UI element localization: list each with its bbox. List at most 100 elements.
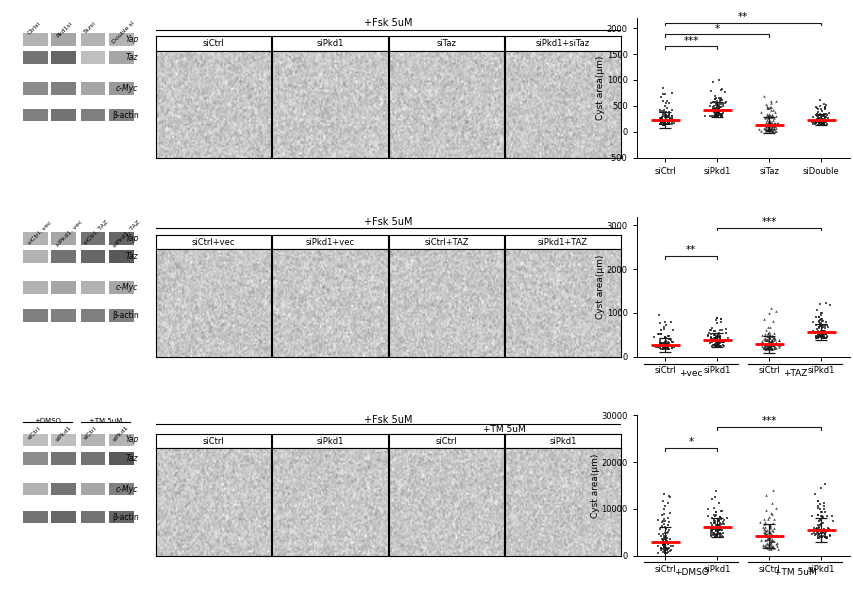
Point bbox=[761, 343, 775, 352]
Bar bbox=[109, 281, 133, 294]
Point bbox=[815, 528, 829, 538]
Text: Yap: Yap bbox=[125, 35, 138, 44]
Point bbox=[705, 102, 719, 112]
Point bbox=[819, 333, 833, 342]
Bar bbox=[23, 434, 48, 446]
Point bbox=[757, 526, 771, 535]
Point bbox=[759, 334, 773, 343]
Point bbox=[661, 99, 675, 108]
Point bbox=[659, 534, 672, 543]
Point bbox=[813, 113, 827, 122]
Point bbox=[815, 525, 829, 534]
Point bbox=[712, 331, 726, 340]
Point bbox=[709, 486, 722, 496]
Bar bbox=[81, 82, 105, 95]
Point bbox=[805, 112, 819, 122]
Point bbox=[705, 338, 718, 348]
Point bbox=[816, 498, 830, 508]
Point bbox=[759, 539, 773, 548]
Point bbox=[712, 529, 726, 538]
Point bbox=[761, 337, 775, 346]
Point bbox=[706, 111, 720, 121]
Point bbox=[654, 114, 668, 124]
Point bbox=[761, 539, 775, 548]
Point bbox=[752, 517, 766, 527]
Point bbox=[652, 329, 665, 339]
Point bbox=[719, 514, 733, 523]
Point bbox=[764, 536, 778, 545]
Point bbox=[770, 121, 784, 130]
Point bbox=[815, 525, 829, 534]
Point bbox=[810, 531, 824, 541]
Bar bbox=[109, 434, 133, 446]
Point bbox=[812, 526, 826, 535]
Point bbox=[815, 531, 829, 541]
Point bbox=[714, 110, 728, 119]
Point bbox=[761, 125, 775, 135]
Point bbox=[766, 523, 780, 532]
Point bbox=[757, 340, 771, 350]
Point bbox=[705, 526, 718, 535]
Text: +Fsk 5uM: +Fsk 5uM bbox=[363, 415, 412, 426]
Point bbox=[711, 517, 725, 526]
Bar bbox=[81, 232, 105, 245]
Point bbox=[817, 102, 831, 111]
Point bbox=[708, 341, 722, 350]
Point bbox=[660, 339, 674, 349]
Point bbox=[660, 331, 674, 340]
Point bbox=[759, 343, 773, 353]
Point bbox=[768, 126, 781, 135]
Point bbox=[818, 298, 832, 308]
Point bbox=[664, 115, 677, 125]
Point bbox=[815, 327, 828, 336]
Point bbox=[764, 126, 778, 135]
Point bbox=[759, 525, 773, 535]
Point bbox=[763, 343, 777, 353]
Point bbox=[659, 523, 672, 532]
Point bbox=[760, 125, 774, 135]
Point bbox=[759, 332, 773, 341]
Point bbox=[758, 326, 772, 335]
Point bbox=[659, 534, 673, 543]
Point bbox=[814, 314, 827, 323]
Point bbox=[658, 342, 671, 351]
Point bbox=[809, 117, 823, 126]
Point bbox=[706, 101, 720, 111]
Point bbox=[664, 335, 677, 345]
Point bbox=[764, 124, 778, 133]
Point bbox=[760, 534, 774, 544]
Point bbox=[704, 513, 717, 522]
Point bbox=[816, 333, 830, 342]
Point bbox=[769, 124, 782, 133]
Point bbox=[761, 121, 775, 130]
Point bbox=[711, 111, 724, 120]
Point bbox=[709, 102, 722, 112]
Point bbox=[815, 117, 828, 126]
Point bbox=[704, 495, 717, 504]
Point bbox=[657, 538, 670, 547]
Point bbox=[715, 531, 728, 541]
Point bbox=[697, 111, 711, 121]
Point bbox=[659, 531, 672, 541]
Point bbox=[820, 523, 833, 532]
Point bbox=[815, 330, 828, 340]
Point bbox=[713, 332, 727, 342]
Point bbox=[711, 340, 724, 350]
Point bbox=[659, 343, 673, 352]
Point bbox=[656, 341, 670, 350]
Point bbox=[818, 329, 832, 339]
Point bbox=[761, 333, 775, 342]
Point bbox=[763, 532, 776, 542]
Point bbox=[656, 106, 670, 115]
Point bbox=[760, 343, 774, 353]
Point bbox=[814, 319, 827, 328]
Point bbox=[815, 117, 829, 126]
Point bbox=[808, 530, 821, 539]
Point bbox=[710, 112, 723, 121]
Point bbox=[660, 344, 674, 353]
Point bbox=[763, 342, 776, 351]
Point bbox=[705, 528, 719, 538]
Point bbox=[764, 530, 778, 540]
Point bbox=[771, 336, 785, 345]
Point bbox=[658, 111, 671, 120]
